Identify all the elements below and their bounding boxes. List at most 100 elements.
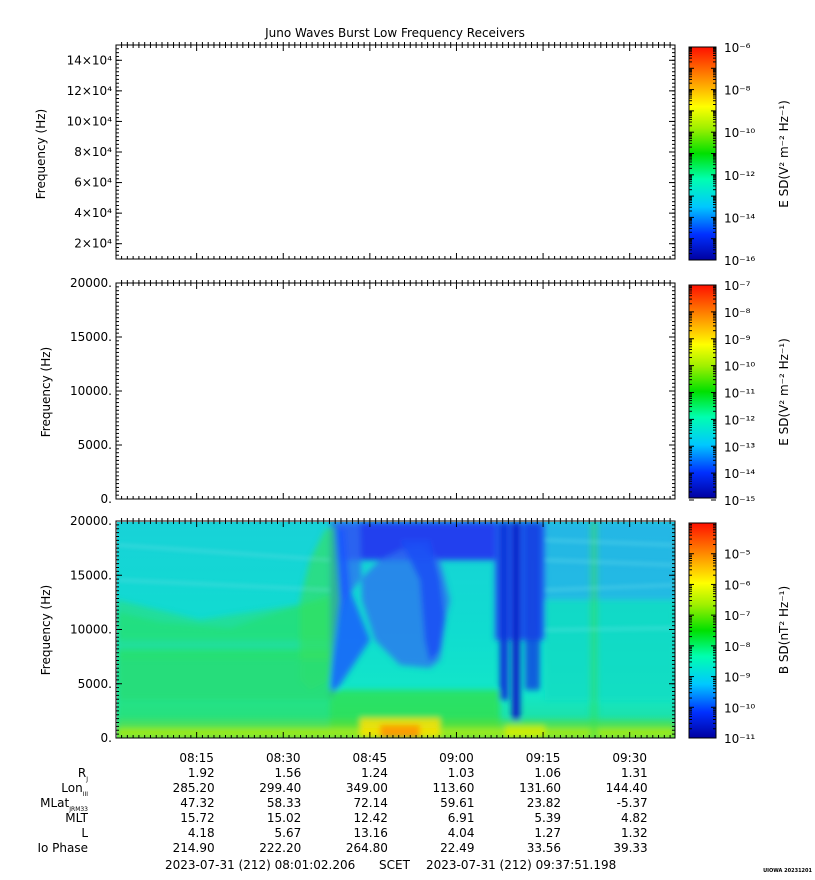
ephemeris-value: -5.37 [617,796,648,810]
ephemeris-value: 4.04 [448,826,475,840]
colorbar-tick-label: 10⁻¹⁶ [724,254,755,268]
colorbar-tick-label: 10⁻¹² [724,413,755,427]
ephemeris-value: 4.82 [621,811,648,825]
ephemeris-value: 15.02 [267,811,301,825]
colorbar-tick-label: 10⁻¹³ [724,440,755,454]
panel-1-frame [115,44,676,260]
ephemeris-value: 12.42 [353,811,387,825]
chart-title: Juno Waves Burst Low Frequency Receivers [264,26,525,40]
ephemeris-value: 214.90 [173,841,215,855]
y-tick-label: 10000. [70,384,112,398]
colorbar-tick-label: 10⁻¹⁴ [724,211,755,225]
ephemeris-value: 1.32 [621,826,648,840]
ephemeris-value: 58.33 [267,796,301,810]
ephemeris-value: 1.03 [448,766,475,780]
y-tick-label: 6×10⁴ [74,176,112,190]
ephemeris-value: 1.56 [275,766,302,780]
ephemeris-value: 285.20 [173,781,215,795]
panel-2-frame [115,282,676,500]
time-tick-label: 09:00 [439,751,474,765]
ephemeris-value: 222.20 [259,841,301,855]
panel-3-ylabel: Frequency (Hz) [39,585,53,676]
colorbar-tick-label: 10⁻⁸ [724,306,751,320]
ephemeris-value: 4.18 [188,826,215,840]
ephemeris-row-label: L [81,826,88,840]
ephemeris-value: 1.24 [361,766,388,780]
colorbar-tick-label: 10⁻⁹ [724,333,751,347]
ephemeris-value: 299.40 [259,781,301,795]
time-axis: 08:15 08:30 08:45 09:00 09:15 09:30 [179,751,647,765]
panel-3: 20000. 15000. 10000. 5000. 0. Frequency (Hz)… [39,514,791,746]
colorbar-tick-label: 10⁻¹² [724,169,755,183]
ephemeris-table: RJ 1.92 1.56 1.24 1.03 1.06 1.31 LonIII 285.20 29… [37,766,647,855]
colorbar-tick-label: 10⁻⁶ [724,41,751,55]
y-tick-label: 15000. [70,330,112,344]
ephemeris-value: 1.92 [188,766,215,780]
ephemeris-value: 1.27 [534,826,561,840]
ephemeris-value: 33.56 [527,841,561,855]
ephemeris-value: 39.33 [613,841,647,855]
y-tick-label: 8×10⁴ [74,145,112,159]
panel-1-colorbar-label: E SD(V² m⁻² Hz⁻¹) [777,100,791,208]
ephemeris-value: 144.40 [606,781,648,795]
panel-1: 2×10⁴ 4×10⁴ 6×10⁴ 8×10⁴ 10×10⁴ 12×10⁴ 14×10⁴ F… [34,41,791,268]
panel-2-colorbar-label: E SD(V² m⁻² Hz⁻¹) [777,338,791,446]
colorbar-tick-label: 10⁻⁷ [724,609,751,623]
time-tick-label: 09:15 [526,751,561,765]
ephemeris-value: 72.14 [353,796,387,810]
panel-1-ylabel: Frequency (Hz) [34,109,48,200]
panel-2: 20000. 15000. 10000. 5000. 0. Frequency (Hz)… [39,276,791,508]
ephemeris-value: 6.91 [448,811,475,825]
ephemeris-value: 23.82 [527,796,561,810]
ephemeris-value: 5.67 [275,826,302,840]
ephemeris-value: 1.31 [621,766,648,780]
y-tick-label: 0. [101,731,112,745]
ephemeris-value: 1.06 [534,766,561,780]
colorbar-tick-label: 10⁻¹¹ [724,732,755,746]
colorbar-tick-label: 10⁻⁸ [724,84,751,98]
colorbar-tick-label: 10⁻⁸ [724,640,751,654]
panel-3-colorbar [688,522,717,739]
y-tick-label: 12×10⁴ [67,84,113,98]
footer-scet: SCET [379,858,411,872]
y-tick-label: 4×10⁴ [74,206,112,220]
y-tick-label: 10×10⁴ [67,114,113,128]
time-tick-label: 08:45 [353,751,388,765]
y-tick-label: 20000. [70,514,112,528]
ephemeris-value: 349.00 [346,781,388,795]
ephemeris-value: 47.32 [180,796,214,810]
colorbar-tick-label: 10⁻⁶ [724,578,751,592]
panel-3-colorbar-label: B SD(nT² Hz⁻¹) [777,586,791,674]
colorbar-tick-label: 10⁻⁹ [724,671,751,685]
ephemeris-value: 59.61 [440,796,474,810]
colorbar-tick-label: 10⁻¹⁰ [724,360,755,374]
ephemeris-value: 15.72 [180,811,214,825]
y-tick-label: 14×10⁴ [67,53,113,67]
colorbar-tick-label: 10⁻⁵ [724,548,751,562]
ephemeris-value: 131.60 [519,781,561,795]
ephemeris-row-label: RJ [78,766,88,783]
y-tick-label: 2×10⁴ [74,237,112,251]
colorbar-tick-label: 10⁻¹⁰ [724,126,755,140]
credit-label: UIOWA 20231201 [763,868,812,874]
time-tick-label: 08:30 [266,751,301,765]
spectrogram-image [117,522,675,738]
ephemeris-value: 113.60 [432,781,474,795]
footer-start: 2023-07-31 (212) 08:01:02.206 [165,858,355,872]
colorbar-tick-label: 10⁻¹⁰ [724,701,755,715]
y-tick-label: 5000. [78,438,112,452]
y-tick-label: 10000. [70,623,112,637]
colorbar-tick-label: 10⁻¹⁵ [724,494,755,508]
y-tick-label: 5000. [78,677,112,691]
ephemeris-row-label: LonIII [61,781,88,798]
time-tick-label: 08:15 [179,751,214,765]
y-tick-label: 15000. [70,568,112,582]
y-tick-label: 0. [101,492,112,506]
colorbar-tick-label: 10⁻¹¹ [724,387,755,401]
ephemeris-value: 13.16 [353,826,387,840]
ephemeris-value: 5.39 [534,811,561,825]
colorbar-tick-label: 10⁻¹⁴ [724,467,755,481]
colorbar-tick-label: 10⁻⁷ [724,279,751,293]
footer-end: 2023-07-31 (212) 09:37:51.198 [426,858,616,872]
